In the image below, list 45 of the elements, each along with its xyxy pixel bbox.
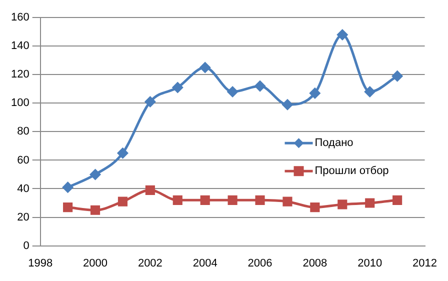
x-tick-label: 2010 xyxy=(358,257,382,270)
point xyxy=(172,195,182,205)
point xyxy=(117,148,128,158)
point xyxy=(227,86,238,98)
point xyxy=(337,29,348,40)
y-tick-label: 140 xyxy=(10,40,30,52)
point xyxy=(200,195,210,205)
point xyxy=(200,62,210,73)
legend-label: Прошли отбор xyxy=(314,165,389,178)
point xyxy=(228,195,238,205)
point xyxy=(364,86,376,98)
x-tick-label: 2004 xyxy=(192,257,218,270)
point xyxy=(392,195,402,205)
x-tick-label: 2002 xyxy=(138,257,162,270)
y-tick-label: 60 xyxy=(17,154,30,166)
point xyxy=(90,205,100,215)
y-tick-label: 120 xyxy=(10,68,30,81)
y-tick-label: 100 xyxy=(10,97,30,110)
point xyxy=(310,202,320,212)
point xyxy=(172,82,183,93)
x-tick-label: 2006 xyxy=(248,257,272,270)
y-tick-label: 40 xyxy=(17,182,30,195)
point xyxy=(90,169,101,180)
point xyxy=(145,185,155,195)
point xyxy=(144,96,156,107)
x-tick-label: 2000 xyxy=(83,257,108,270)
y-tick-label: 20 xyxy=(17,211,30,224)
y-tick-label: 0 xyxy=(23,240,30,252)
point xyxy=(365,198,375,208)
point xyxy=(392,70,403,82)
x-tick-label: 2008 xyxy=(302,257,328,270)
x-tick-label: 2012 xyxy=(412,257,438,270)
point xyxy=(255,195,265,205)
x-tick-label: 1998 xyxy=(28,257,53,270)
point xyxy=(310,88,320,98)
y-tick-label: 80 xyxy=(17,126,30,138)
legend-label: Подано xyxy=(314,137,354,150)
point xyxy=(63,202,73,212)
point xyxy=(254,80,266,92)
point xyxy=(282,196,292,206)
point xyxy=(282,99,293,110)
y-tick-label: 160 xyxy=(10,12,30,24)
point xyxy=(338,200,348,210)
point xyxy=(118,196,128,206)
point xyxy=(62,182,74,193)
